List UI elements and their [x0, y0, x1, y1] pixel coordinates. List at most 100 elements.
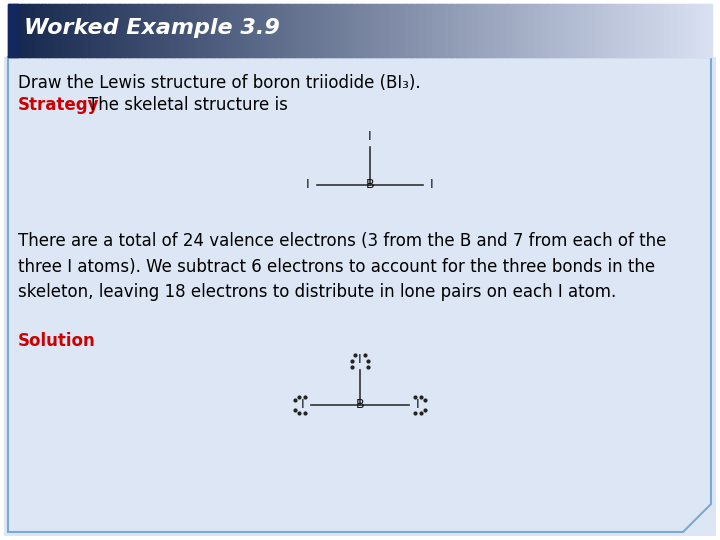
Bar — [123, 4, 126, 57]
Bar — [372, 4, 374, 57]
Bar — [650, 4, 654, 57]
Bar — [62, 4, 66, 57]
Bar — [324, 4, 328, 57]
Bar — [692, 4, 696, 57]
Bar — [563, 4, 567, 57]
Bar — [456, 4, 459, 57]
Bar — [170, 4, 173, 57]
Bar — [385, 4, 389, 57]
Text: B: B — [356, 399, 364, 411]
Bar — [491, 4, 494, 57]
Bar — [29, 4, 32, 57]
Bar — [479, 4, 482, 57]
Bar — [289, 4, 292, 57]
Text: Strategy: Strategy — [18, 96, 99, 114]
Bar — [540, 4, 544, 57]
Bar — [690, 4, 693, 57]
Bar — [202, 4, 206, 57]
Bar — [449, 4, 452, 57]
Bar — [57, 4, 60, 57]
Bar — [493, 4, 496, 57]
Bar — [184, 4, 187, 57]
Bar — [127, 4, 131, 57]
Bar — [144, 4, 148, 57]
Bar — [181, 4, 185, 57]
Bar — [488, 4, 492, 57]
Bar — [137, 4, 140, 57]
Bar — [252, 4, 255, 57]
Bar — [505, 4, 508, 57]
Bar — [71, 4, 75, 57]
Text: I: I — [368, 130, 372, 143]
Bar — [167, 4, 171, 57]
Bar — [151, 4, 154, 57]
Bar — [643, 4, 647, 57]
Bar — [359, 4, 363, 57]
Bar — [613, 4, 616, 57]
Bar — [109, 4, 112, 57]
Bar — [622, 4, 625, 57]
Bar — [434, 4, 438, 57]
Bar — [111, 4, 114, 57]
Bar — [45, 4, 49, 57]
Bar — [392, 4, 396, 57]
Bar — [355, 4, 358, 57]
Bar — [538, 4, 541, 57]
Bar — [64, 4, 68, 57]
Bar — [357, 4, 361, 57]
Bar — [76, 4, 79, 57]
Bar — [406, 4, 410, 57]
Bar — [601, 4, 604, 57]
Bar — [32, 4, 35, 57]
Bar — [366, 4, 370, 57]
Bar — [228, 4, 232, 57]
Polygon shape — [4, 57, 716, 536]
Text: The skeletal structure is: The skeletal structure is — [88, 96, 288, 114]
Bar — [235, 4, 238, 57]
Bar — [292, 4, 295, 57]
Bar — [451, 4, 454, 57]
Bar — [482, 4, 485, 57]
Bar — [699, 4, 703, 57]
Bar — [420, 4, 424, 57]
Bar — [472, 4, 475, 57]
Bar — [611, 4, 613, 57]
Bar — [603, 4, 606, 57]
Bar — [268, 4, 271, 57]
Text: Solution: Solution — [18, 332, 96, 350]
Bar — [634, 4, 637, 57]
Bar — [557, 4, 559, 57]
Bar — [587, 4, 590, 57]
Bar — [118, 4, 122, 57]
Bar — [271, 4, 274, 57]
Bar — [243, 4, 246, 57]
Bar — [411, 4, 415, 57]
Bar — [132, 4, 135, 57]
Bar — [346, 4, 348, 57]
Bar — [561, 4, 564, 57]
Bar — [230, 4, 234, 57]
Bar — [374, 4, 377, 57]
Text: I: I — [431, 179, 434, 192]
Bar — [83, 4, 86, 57]
Bar — [205, 4, 208, 57]
Bar — [474, 4, 477, 57]
Bar — [446, 4, 449, 57]
Bar — [247, 4, 251, 57]
Bar — [130, 4, 133, 57]
Bar — [261, 4, 264, 57]
Polygon shape — [8, 57, 711, 532]
Bar — [495, 4, 499, 57]
Bar — [212, 4, 215, 57]
Bar — [620, 4, 623, 57]
Bar — [125, 4, 128, 57]
Bar — [531, 4, 534, 57]
Bar — [60, 4, 63, 57]
Bar — [327, 4, 330, 57]
Bar — [395, 4, 398, 57]
Bar — [191, 4, 194, 57]
Bar — [381, 4, 384, 57]
Bar — [704, 4, 707, 57]
Bar — [596, 4, 600, 57]
Bar — [498, 4, 501, 57]
